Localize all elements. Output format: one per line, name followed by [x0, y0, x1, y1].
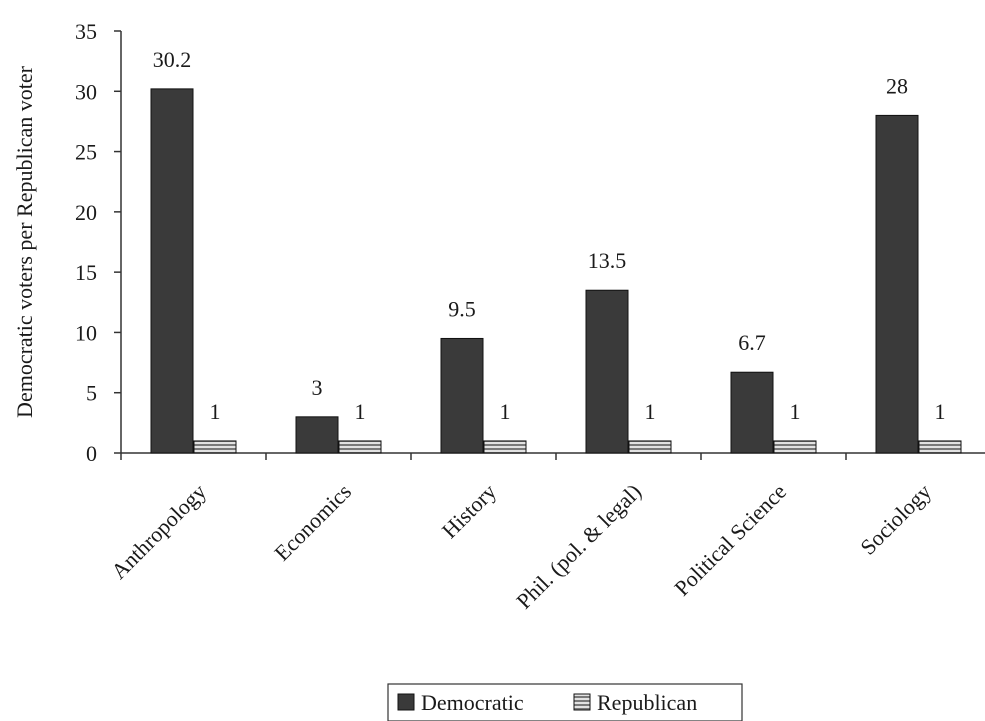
data-label-democratic: 3	[312, 375, 323, 400]
data-labels: 30.2 1 3 1 9.5 1 13.5 1 6.7 1 28 1	[153, 47, 946, 424]
bar-republican	[193, 440, 237, 454]
data-label-democratic: 13.5	[588, 248, 627, 273]
data-label-republican: 1	[210, 399, 221, 424]
data-label-democratic: 30.2	[153, 47, 192, 72]
data-label-republican: 1	[790, 399, 801, 424]
y-tick-label: 10	[75, 320, 97, 345]
y-axis-title: Democratic voters per Republican voter	[12, 65, 37, 418]
y-tick-label: 0	[86, 441, 97, 466]
y-tick-label: 15	[75, 260, 97, 285]
data-label-democratic: 28	[886, 73, 908, 98]
category-label: Sociology	[855, 479, 936, 560]
bar-republican	[628, 440, 672, 454]
data-label-democratic: 9.5	[448, 296, 476, 321]
axes: 0 5 10 15 20 25 30 35 Anthropology Economics Histo…	[75, 19, 985, 614]
data-label-republican: 1	[355, 399, 366, 424]
y-tick-label: 5	[86, 381, 97, 406]
legend-swatch-democratic	[397, 693, 415, 711]
y-tick-label: 25	[75, 140, 97, 165]
bars	[150, 88, 962, 454]
category-label: History	[437, 479, 501, 543]
legend-label-democratic: Democratic	[421, 690, 524, 715]
data-label-republican: 1	[935, 399, 946, 424]
category-label: Anthropology	[106, 479, 211, 584]
legend-label-republican: Republican	[597, 690, 697, 715]
legend-box	[387, 683, 743, 721]
category-label: Economics	[269, 479, 356, 566]
bar-democratic	[295, 416, 339, 454]
bar-republican	[773, 440, 817, 454]
bar-democratic	[585, 289, 629, 454]
legend: Democratic Republican	[387, 683, 743, 721]
y-tick-label: 20	[75, 200, 97, 225]
bar-democratic	[730, 371, 774, 454]
y-tick-label: 35	[75, 19, 97, 44]
bar-democratic	[150, 88, 194, 454]
data-label-republican: 1	[645, 399, 656, 424]
bar-republican	[483, 440, 527, 454]
y-tick-label: 30	[75, 79, 97, 104]
data-label-democratic: 6.7	[738, 330, 766, 355]
bar-republican	[338, 440, 382, 454]
bar-republican	[918, 440, 962, 454]
bar-democratic	[875, 114, 919, 454]
category-label: Political Science	[669, 479, 791, 601]
category-label: Phil. (pol. & legal)	[511, 479, 646, 614]
data-label-republican: 1	[500, 399, 511, 424]
bar-democratic	[440, 337, 484, 454]
legend-swatch-republican	[573, 693, 591, 711]
